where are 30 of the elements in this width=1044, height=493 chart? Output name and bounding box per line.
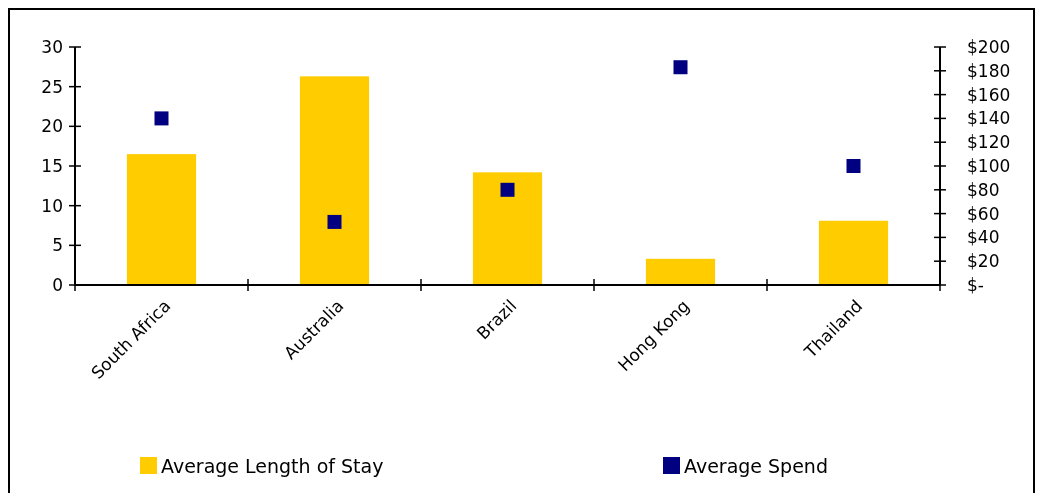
bar <box>126 154 197 285</box>
y-tick-label: 10 <box>41 195 63 216</box>
y2-tick-label: $100 <box>967 155 1011 176</box>
y2-tick-label: $180 <box>967 60 1011 81</box>
y2-tick-label: $80 <box>967 179 1000 200</box>
bar <box>299 76 370 285</box>
y-tick-label: 15 <box>41 155 63 176</box>
bar <box>818 220 889 285</box>
legend-label: Average Spend <box>684 454 828 477</box>
y2-tick-label: $- <box>967 274 984 295</box>
point <box>327 214 342 229</box>
y-tick-label: 20 <box>41 116 63 137</box>
point <box>673 60 688 75</box>
point <box>500 182 515 197</box>
y-tick-label: 30 <box>41 36 63 57</box>
point <box>846 159 861 173</box>
bar <box>645 258 716 285</box>
y2-tick-label: $20 <box>967 251 1000 272</box>
y-tick-label: 5 <box>52 235 63 256</box>
point <box>154 111 169 126</box>
y2-tick-label: $120 <box>967 132 1011 153</box>
y2-tick-label: $200 <box>967 36 1011 57</box>
y2-tick-label: $60 <box>967 203 1000 224</box>
legend-label: Average Length of Stay <box>161 454 384 477</box>
y2-tick-label: $40 <box>967 227 1000 248</box>
bar <box>472 172 543 285</box>
y2-tick-label: $140 <box>967 108 1011 129</box>
y2-tick-label: $160 <box>967 84 1011 105</box>
y-tick-label: 0 <box>52 274 63 295</box>
y-tick-label: 25 <box>41 76 63 97</box>
